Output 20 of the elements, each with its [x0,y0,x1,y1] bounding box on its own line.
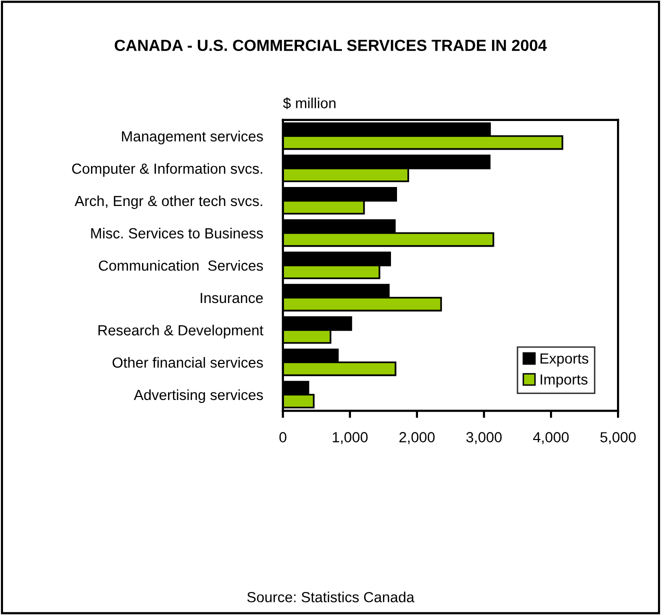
x-tick-label: 3,000 [466,432,502,444]
x-tick-label: 2,000 [399,432,435,444]
x-tick-label: 5,000 [600,432,636,444]
y-tick-label: Management services [122,130,263,144]
y-tick-label: Other financial services [112,357,263,368]
y-tick-label: Communication Services [98,260,263,271]
y-tick-label: Advertising services [134,389,263,403]
y-tick-label: Arch, Engr & other tech svcs. [74,195,262,210]
y-tick-label: Computer & Information svcs. [72,163,262,177]
y-axis-title: $ million [283,97,336,110]
legend-label: Imports [540,374,588,388]
x-tick-label: 0 [279,432,286,442]
x-tick-label: 4,000 [533,432,569,444]
x-tick-label: 1,000 [332,432,368,444]
legend-label: Exports [540,354,588,367]
y-tick-label: Misc. Services to Business [91,228,263,238]
source-note: Source: Statistics Canada [247,592,414,602]
y-tick-label: Insurance [200,292,263,304]
chart-title: CANADA - U.S. COMMERCIAL SERVICES TRADE IN 2004 [114,40,547,52]
y-tick-label: Research & Development [98,324,264,338]
